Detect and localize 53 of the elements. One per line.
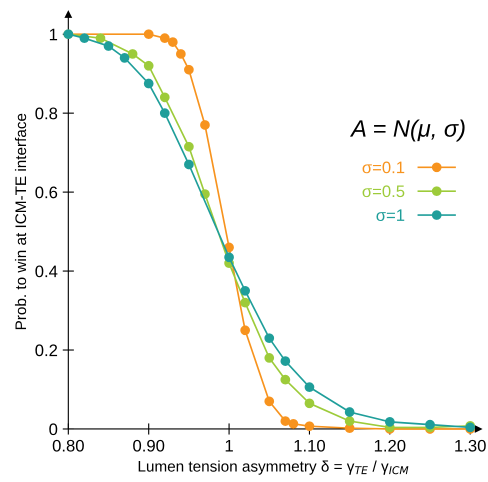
y-tick-label: 0.2 — [35, 344, 58, 356]
point — [120, 53, 130, 63]
y-tick-label: 1 — [50, 28, 58, 40]
y-tick-label: 0.8 — [35, 108, 58, 120]
point — [168, 37, 178, 47]
point — [280, 374, 290, 384]
x-tick-label: 1.30 — [455, 440, 486, 452]
point — [280, 416, 290, 426]
point — [200, 120, 210, 130]
point — [288, 418, 298, 429]
y-axis-title: Prob. to win at ICM-TE interface — [14, 114, 26, 330]
point — [425, 420, 435, 430]
point — [264, 396, 274, 406]
x-tick-label: 0.80 — [52, 440, 84, 452]
point — [184, 64, 194, 75]
y-tick-label: 0 — [49, 423, 58, 436]
x-tick-label: 1.20 — [374, 440, 406, 452]
point — [264, 353, 274, 363]
point — [304, 398, 314, 408]
point — [144, 60, 154, 71]
point — [304, 421, 314, 432]
x-tick-label: 1 — [226, 440, 233, 452]
point — [176, 49, 186, 59]
x-tick-label: 0.90 — [133, 440, 164, 452]
point — [144, 29, 154, 40]
point — [344, 416, 354, 426]
point — [280, 356, 290, 366]
point — [104, 41, 114, 51]
point — [224, 252, 234, 262]
legend-label: σ=0.5 — [362, 185, 404, 198]
point — [240, 298, 250, 308]
legend-label: σ=1 — [376, 209, 404, 222]
point — [160, 33, 170, 44]
point — [304, 382, 314, 392]
y-tick-label: 0.6 — [35, 186, 58, 198]
point — [344, 407, 354, 417]
point — [160, 92, 170, 102]
point — [264, 333, 274, 344]
point — [96, 33, 106, 44]
point — [160, 108, 170, 118]
annotation: A = N(μ, σ) — [350, 120, 465, 142]
x-tick-label: 1.10 — [294, 440, 326, 452]
point — [384, 417, 395, 427]
point — [240, 325, 250, 336]
x-axis-title: Lumen tension asymmetry δ = γ$_{TE}$ / γ$_{ICM}$ — [138, 460, 408, 475]
point — [184, 160, 194, 170]
point — [80, 33, 90, 44]
y-tick-label: 0.4 — [35, 265, 58, 278]
point — [240, 286, 250, 296]
legend-label: σ=0.1 — [362, 162, 404, 174]
point — [128, 49, 138, 59]
point — [144, 78, 154, 88]
point — [184, 142, 194, 152]
